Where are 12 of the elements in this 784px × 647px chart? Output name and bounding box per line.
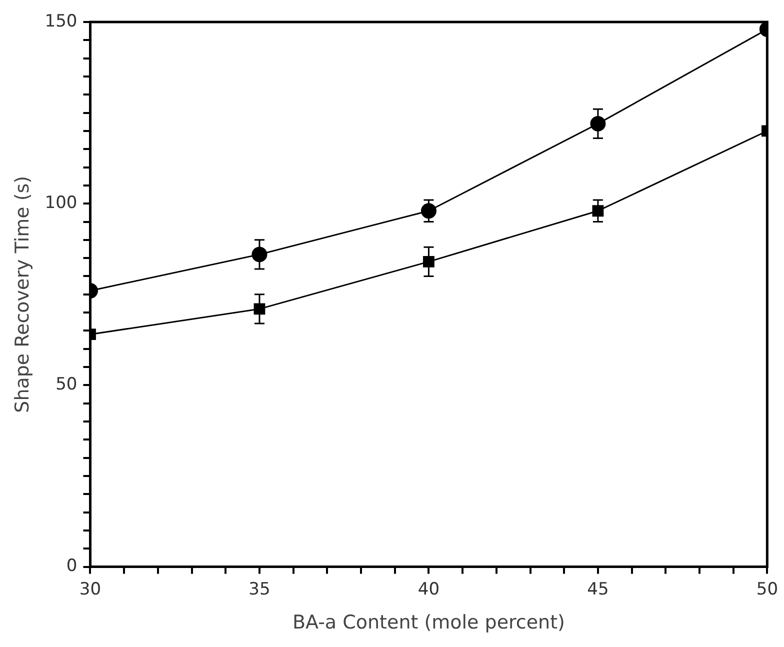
x-tick-label: 35 (248, 579, 270, 600)
y-tick-label: 50 (56, 374, 78, 395)
point (423, 256, 434, 268)
y-tick-label: 100 (44, 193, 78, 214)
y-tick-label: 150 (44, 11, 78, 32)
y-axis-title: Shape Recovery Time (s) (11, 176, 34, 413)
x-tick-label: 40 (418, 579, 440, 600)
x-tick-label: 45 (587, 579, 609, 600)
x-tick-label: 30 (79, 579, 102, 600)
x-tick-label: 50 (756, 579, 778, 600)
x-axis-title: BA-a Content (mole percent) (292, 612, 565, 634)
y-tick-label: 0 (66, 556, 78, 576)
